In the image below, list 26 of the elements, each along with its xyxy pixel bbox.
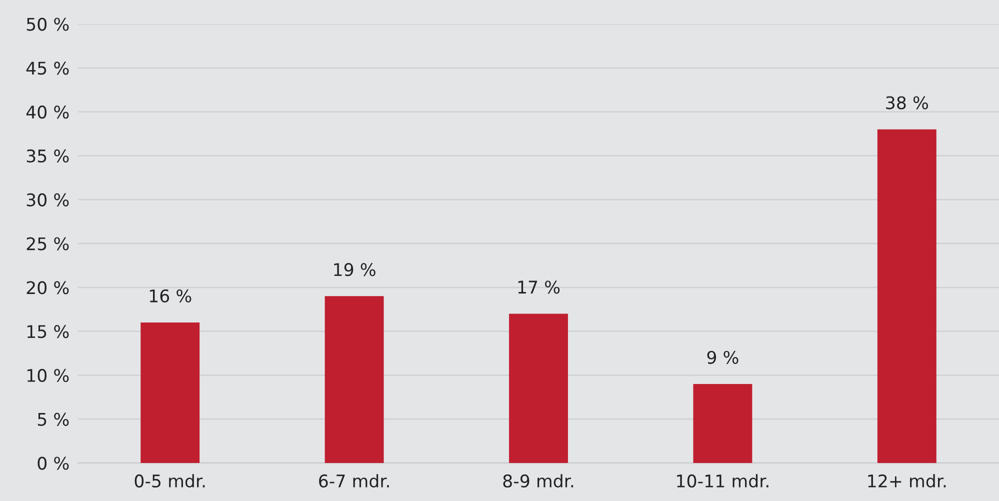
y-tick-label: 35 % <box>26 149 69 163</box>
bar <box>693 384 752 463</box>
y-tick-label: 15 % <box>27 325 69 338</box>
data-label: 9 % <box>707 350 738 364</box>
x-tick-label: 0-5 mdr. <box>134 474 205 488</box>
y-tick-label: 20 % <box>26 281 69 294</box>
y-tick-label: 30 % <box>26 193 69 206</box>
y-tick-label: 40 % <box>26 106 69 119</box>
data-label: 17 % <box>518 280 560 294</box>
y-tick-label: 10 % <box>27 368 69 382</box>
x-tick-label: 6-7 mdr. <box>319 474 389 488</box>
x-tick-label: 12+ mdr. <box>868 474 946 488</box>
data-label: 16 % <box>150 289 192 302</box>
y-tick-label: 50 % <box>26 18 69 31</box>
x-tick-label: 10-11 mdr. <box>677 474 768 488</box>
y-tick-label: 0 % <box>38 456 69 470</box>
data-label: 19 % <box>334 263 376 276</box>
data-label: 38 % <box>886 96 928 110</box>
x-tick-label: 8-9 mdr. <box>503 474 574 488</box>
y-tick-label: 45 % <box>26 62 69 75</box>
bar <box>877 129 936 463</box>
bar <box>509 314 568 463</box>
bar <box>140 322 200 463</box>
bar <box>324 296 384 463</box>
y-tick-label: 25 % <box>26 237 69 250</box>
y-tick-label: 5 % <box>38 412 69 426</box>
